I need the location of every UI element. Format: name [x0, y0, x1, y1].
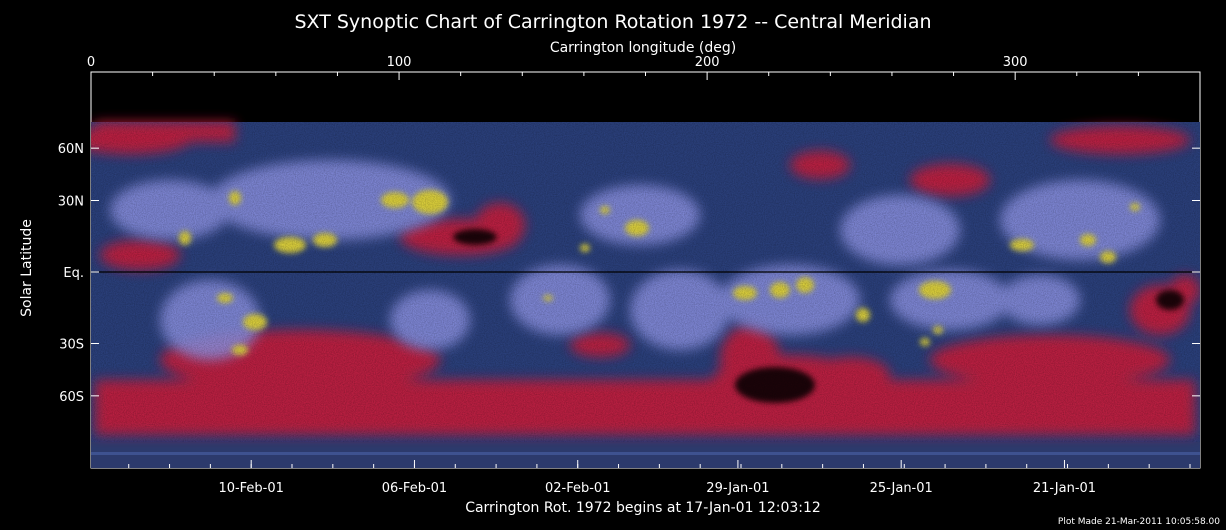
y-axis-label: Solar Latitude	[19, 219, 35, 317]
plot-made-footer: Plot Made 21-Mar-2011 10:05:58.00	[1058, 517, 1220, 527]
y-tick-label-0: 60N	[58, 142, 84, 157]
x-top-tick-label-2: 200	[695, 55, 720, 70]
x-bottom-axis-label: Carrington Rot. 1972 begins at 17-Jan-01…	[465, 500, 821, 516]
axis-ticks: 0 100 200 300 60N 30N Eq. 30S 60S 10-Feb-01 06-Feb…	[58, 55, 1201, 496]
x-bottom-tick-label-1: 06-Feb-01	[382, 481, 447, 496]
x-top-axis-label: Carrington longitude (deg)	[550, 40, 736, 56]
x-bottom-tick-label-3: 29-Jan-01	[706, 481, 769, 496]
synoptic-image	[91, 122, 1200, 468]
x-top-tick-label-1: 100	[387, 55, 412, 70]
x-bottom-tick-label-4: 25-Jan-01	[870, 481, 933, 496]
x-top-tick-label-0: 0	[87, 55, 95, 70]
x-top-tick-label-3: 300	[1003, 55, 1028, 70]
y-tick-label-3: 30S	[59, 338, 84, 353]
x-bottom-tick-label-5: 21-Jan-01	[1033, 481, 1096, 496]
chart-title: SXT Synoptic Chart of Carrington Rotatio…	[294, 11, 931, 33]
y-tick-label-1: 30N	[58, 195, 84, 210]
x-bottom-tick-label-0: 10-Feb-01	[218, 481, 283, 496]
x-bottom-tick-label-2: 02-Feb-01	[545, 481, 610, 496]
y-tick-label-2: Eq.	[63, 266, 84, 281]
y-tick-label-4: 60S	[59, 390, 84, 405]
